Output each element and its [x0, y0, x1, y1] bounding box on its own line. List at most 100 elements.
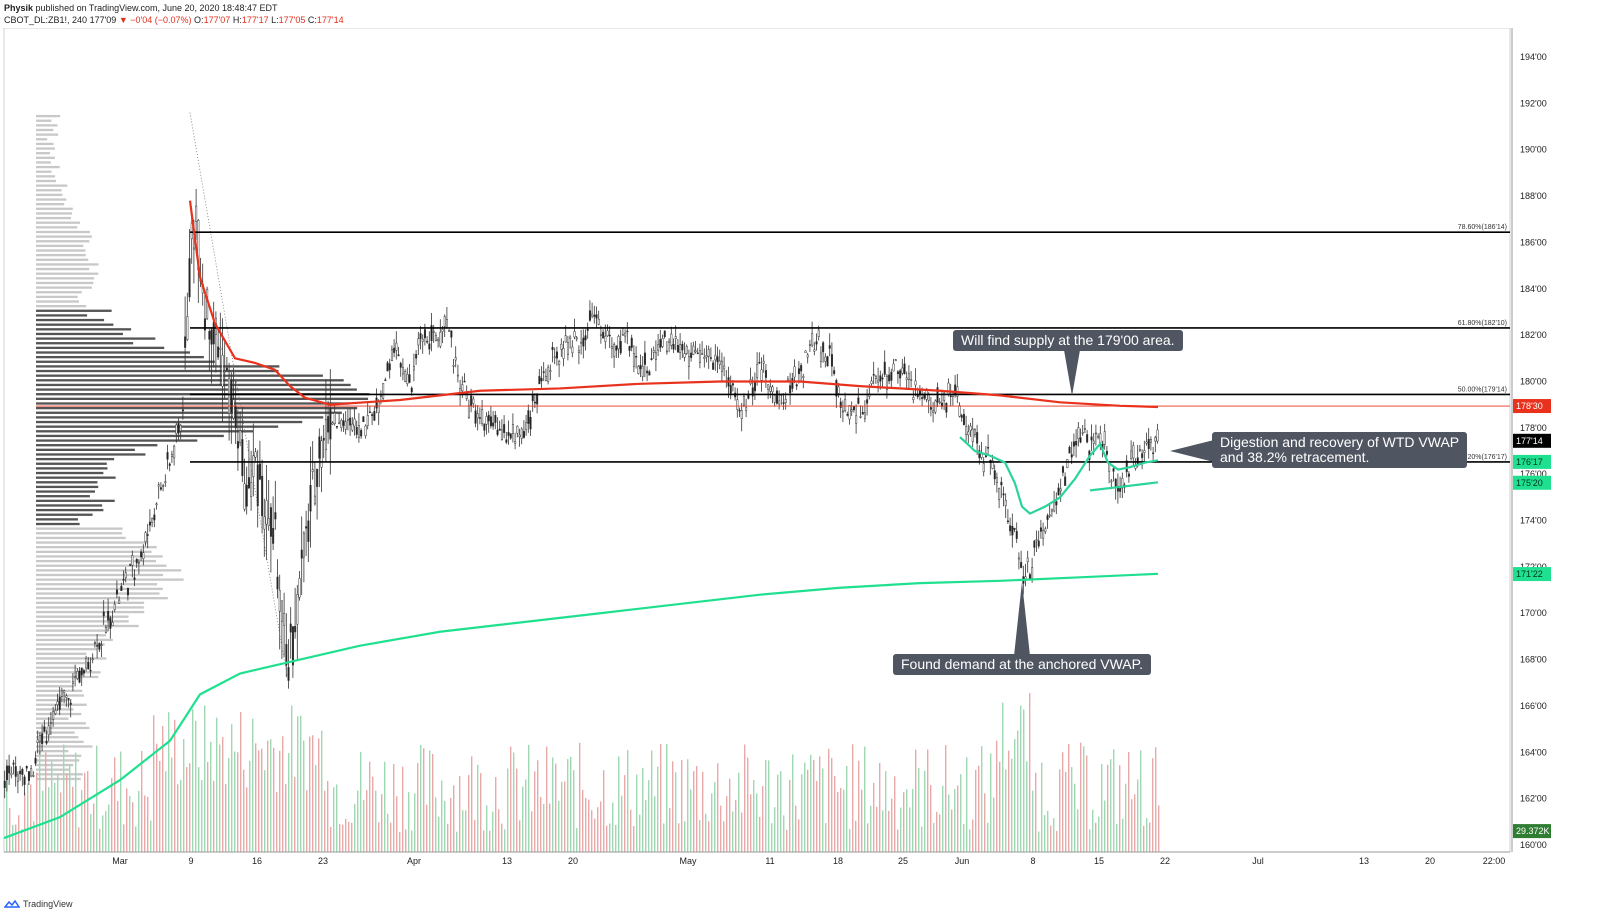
price-tag[interactable] — [1513, 567, 1551, 582]
candle-body — [791, 378, 794, 389]
volume-bar — [870, 805, 872, 852]
volume-profile-bar — [36, 170, 52, 173]
volume-bar — [1041, 762, 1043, 852]
volume-bar — [675, 772, 677, 852]
volume-bar — [138, 790, 140, 852]
price-tag[interactable] — [1513, 475, 1551, 490]
volume-bar — [279, 750, 281, 852]
volume-bar — [978, 765, 980, 852]
volume-bar — [9, 807, 11, 852]
candle-body — [619, 340, 622, 354]
volume-bar — [42, 790, 44, 852]
volume-bar — [1011, 758, 1013, 852]
digestion-annotation[interactable]: Digestion and recovery of WTD VWAP and 3… — [1212, 432, 1468, 468]
volume-bar — [1035, 772, 1037, 852]
price-tag[interactable] — [1513, 824, 1551, 839]
candle-body — [113, 603, 116, 610]
candle-body — [657, 344, 660, 351]
candle-body — [712, 362, 715, 370]
volume-bar — [1023, 709, 1025, 852]
volume-bar — [837, 791, 839, 852]
volume-profile-bar — [36, 680, 71, 683]
time-axis-label: 20 — [1425, 856, 1435, 866]
volume-bar — [885, 771, 887, 852]
candle-body — [159, 487, 162, 490]
author-name[interactable]: Physik — [4, 3, 34, 13]
candle-body — [195, 205, 198, 222]
candle-body — [980, 453, 983, 458]
price-tag[interactable] — [1513, 454, 1551, 469]
volume-bar — [525, 779, 527, 852]
candle-body — [597, 318, 600, 325]
price-axis-label: 180'00 — [1520, 376, 1547, 386]
symbol-label[interactable]: CBOT_DL:ZB1!, 240 — [4, 15, 88, 25]
candle-body — [632, 353, 635, 367]
volume-bar — [492, 811, 494, 852]
volume-bar — [603, 770, 605, 852]
candle-body — [811, 333, 814, 346]
candle-body — [800, 365, 803, 372]
candle-body — [894, 359, 897, 362]
volume-bar — [357, 790, 359, 852]
candle-body — [219, 347, 222, 350]
volume-bar — [183, 739, 185, 852]
volume-bar — [1074, 783, 1076, 852]
candle-body — [723, 365, 726, 370]
candle-body — [855, 415, 858, 424]
volume-bar — [462, 810, 464, 852]
volume-bar — [30, 784, 32, 852]
volume-bar — [687, 759, 689, 852]
volume-bar — [1005, 769, 1007, 852]
volume-bar — [219, 744, 221, 852]
volume-bar — [774, 807, 776, 852]
volume-bar — [735, 799, 737, 852]
candle-body — [1114, 478, 1117, 488]
volume-bar — [888, 810, 890, 852]
volume-bar — [342, 824, 344, 852]
candle-body — [789, 385, 792, 394]
candle-body — [474, 410, 477, 424]
volume-profile-bar — [36, 749, 69, 753]
candle-body — [1132, 445, 1135, 459]
price-axis-label: 186'00 — [1520, 237, 1547, 247]
tradingview-logo-icon — [4, 899, 20, 908]
demand-annotation[interactable]: Found demand at the anchored VWAP. — [893, 654, 1152, 675]
candle-body — [830, 354, 833, 367]
volume-bar — [1089, 829, 1091, 852]
volume-bar — [243, 769, 245, 852]
candle-body — [940, 402, 943, 407]
volume-bar — [849, 828, 851, 852]
candle-body — [212, 321, 215, 345]
volume-bar — [1107, 764, 1109, 852]
candle-body — [87, 661, 90, 670]
candle-body — [164, 481, 167, 483]
candle-body — [795, 384, 798, 387]
volume-bar — [609, 823, 611, 852]
candle-body — [773, 395, 776, 403]
candle-body — [1002, 493, 1005, 496]
volume-bar — [552, 757, 554, 852]
volume-bar — [1092, 809, 1094, 852]
supply-annotation[interactable]: Will find supply at the 179'00 area. — [953, 330, 1183, 351]
volume-bar — [321, 730, 323, 852]
volume-profile-bar — [36, 610, 145, 614]
volume-bar — [84, 772, 86, 852]
price-tag[interactable] — [1513, 433, 1551, 448]
candle-body — [701, 353, 704, 355]
candle-body — [230, 379, 233, 413]
volume-bar — [195, 720, 197, 852]
price-tag[interactable] — [1513, 399, 1551, 414]
volume-bar — [1002, 702, 1004, 852]
candle-body — [393, 347, 396, 353]
footer-brand[interactable]: TradingView — [4, 899, 73, 909]
candle-body — [120, 585, 123, 591]
volume-profile-bar — [36, 555, 163, 558]
candle-body — [826, 356, 829, 367]
candle-body — [25, 766, 28, 769]
volume-bar — [270, 739, 272, 852]
candle-body — [1094, 432, 1097, 435]
volume-bar — [669, 808, 671, 852]
volume-profile-bar — [36, 119, 52, 122]
price-axis-label: 190'00 — [1520, 145, 1547, 155]
price-chart[interactable]: 78.60%(186'14) 61.80%(182'10) 50.00%(179'1… — [0, 28, 1600, 898]
